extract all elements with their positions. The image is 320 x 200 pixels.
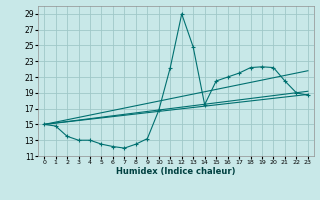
X-axis label: Humidex (Indice chaleur): Humidex (Indice chaleur)	[116, 167, 236, 176]
